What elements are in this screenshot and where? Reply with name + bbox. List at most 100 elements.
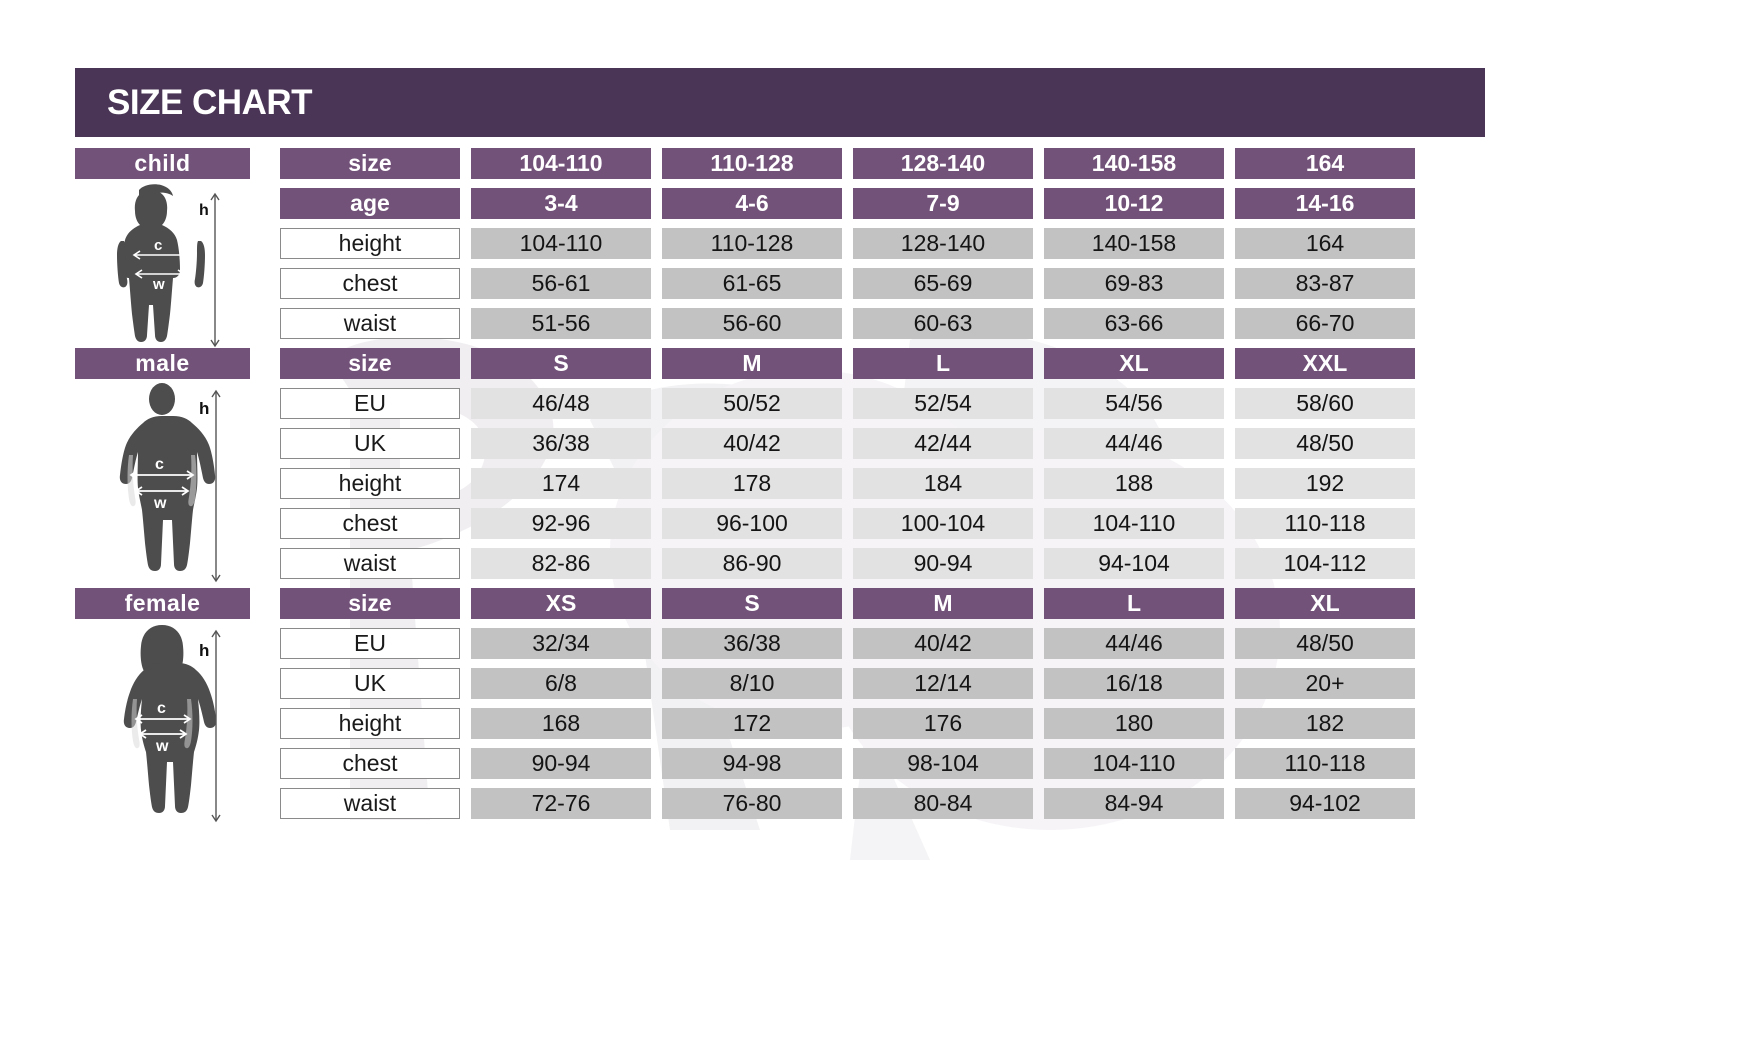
- size-header-cell: 10-12: [1044, 188, 1224, 219]
- data-cell: 180: [1044, 708, 1224, 739]
- data-cell: 8/10: [662, 668, 842, 699]
- size-header-cell: XL: [1044, 348, 1224, 379]
- data-cell: 128-140: [853, 228, 1033, 259]
- size-header-cell: XXL: [1235, 348, 1415, 379]
- data-cell: 54/56: [1044, 388, 1224, 419]
- size-header-cell: L: [853, 348, 1033, 379]
- data-cell: 168: [471, 708, 651, 739]
- row-label-uk: UK: [280, 428, 460, 459]
- row-label-height: height: [280, 468, 460, 499]
- data-cell: 83-87: [1235, 268, 1415, 299]
- data-cell: 46/48: [471, 388, 651, 419]
- group-column-female: female h c w: [75, 588, 250, 823]
- size-header-cell: XL: [1235, 588, 1415, 619]
- table-row: age 3-4 4-6 7-9 10-12 14-16: [280, 188, 1485, 219]
- data-cell: 96-100: [662, 508, 842, 539]
- data-cell: 140-158: [1044, 228, 1224, 259]
- row-label-age: age: [280, 188, 460, 219]
- data-cell: 50/52: [662, 388, 842, 419]
- measurement-table-female: size XS S M L XL EU 32/34 36/38 40/42 44/46 48/50 UK…: [280, 588, 1485, 819]
- data-cell: 52/54: [853, 388, 1033, 419]
- size-header-cell: 14-16: [1235, 188, 1415, 219]
- table-row: waist 51-56 56-60 60-63 63-66 66-70: [280, 308, 1485, 339]
- size-header-cell: M: [853, 588, 1033, 619]
- size-header-cell: L: [1044, 588, 1224, 619]
- row-label-size: size: [280, 348, 460, 379]
- data-cell: 92-96: [471, 508, 651, 539]
- svg-text:c: c: [154, 237, 162, 254]
- data-cell: 110-118: [1235, 508, 1415, 539]
- data-cell: 56-60: [662, 308, 842, 339]
- data-cell: 56-61: [471, 268, 651, 299]
- row-label-chest: chest: [280, 268, 460, 299]
- size-header-cell: 140-158: [1044, 148, 1224, 179]
- svg-text:h: h: [199, 202, 209, 219]
- row-label-height: height: [280, 228, 460, 259]
- table-row: height 168 172 176 180 182: [280, 708, 1485, 739]
- row-label-height: height: [280, 708, 460, 739]
- data-cell: 6/8: [471, 668, 651, 699]
- female-silhouette: h c w: [75, 619, 250, 823]
- data-cell: 44/46: [1044, 628, 1224, 659]
- table-row: EU 32/34 36/38 40/42 44/46 48/50: [280, 628, 1485, 659]
- size-header-cell: 3-4: [471, 188, 651, 219]
- group-column-male: male h c w: [75, 348, 250, 583]
- data-cell: 90-94: [853, 548, 1033, 579]
- male-silhouette: h c w: [75, 379, 250, 583]
- measurement-table-child: size 104-110 110-128 128-140 140-158 164 age 3-…: [280, 148, 1485, 339]
- data-cell: 20+: [1235, 668, 1415, 699]
- group-column-child: child h c w: [75, 148, 250, 348]
- data-cell: 94-98: [662, 748, 842, 779]
- svg-text:h: h: [199, 641, 209, 660]
- size-header-cell: 104-110: [471, 148, 651, 179]
- data-cell: 182: [1235, 708, 1415, 739]
- row-label-chest: chest: [280, 508, 460, 539]
- svg-text:c: c: [157, 700, 166, 717]
- data-cell: 174: [471, 468, 651, 499]
- page-title: SIZE CHART: [107, 82, 313, 122]
- data-cell: 80-84: [853, 788, 1033, 819]
- data-cell: 66-70: [1235, 308, 1415, 339]
- data-cell: 36/38: [471, 428, 651, 459]
- data-cell: 36/38: [662, 628, 842, 659]
- size-header-cell: 164: [1235, 148, 1415, 179]
- svg-text:c: c: [155, 456, 164, 473]
- table-row: height 174 178 184 188 192: [280, 468, 1485, 499]
- data-cell: 178: [662, 468, 842, 499]
- size-header-cell: 110-128: [662, 148, 842, 179]
- data-cell: 58/60: [1235, 388, 1415, 419]
- title-bar: SIZE CHART: [75, 68, 1485, 137]
- svg-text:w: w: [153, 495, 167, 512]
- row-label-eu: EU: [280, 628, 460, 659]
- data-cell: 44/46: [1044, 428, 1224, 459]
- svg-text:h: h: [199, 399, 209, 418]
- table-row: chest 56-61 61-65 65-69 69-83 83-87: [280, 268, 1485, 299]
- row-label-uk: UK: [280, 668, 460, 699]
- data-cell: 172: [662, 708, 842, 739]
- table-row: waist 82-86 86-90 90-94 94-104 104-112: [280, 548, 1485, 579]
- group-label-child: child: [75, 148, 250, 179]
- data-cell: 82-86: [471, 548, 651, 579]
- table-row: UK 6/8 8/10 12/14 16/18 20+: [280, 668, 1485, 699]
- size-header-cell: XS: [471, 588, 651, 619]
- table-row: UK 36/38 40/42 42/44 44/46 48/50: [280, 428, 1485, 459]
- data-cell: 104-110: [471, 228, 651, 259]
- table-row: waist 72-76 76-80 80-84 84-94 94-102: [280, 788, 1485, 819]
- data-cell: 100-104: [853, 508, 1033, 539]
- data-cell: 104-112: [1235, 548, 1415, 579]
- size-header-cell: S: [662, 588, 842, 619]
- section-child: child h c w size 104-110 110-128 128-140 140…: [75, 148, 1485, 348]
- data-cell: 51-56: [471, 308, 651, 339]
- data-cell: 48/50: [1235, 428, 1415, 459]
- data-cell: 184: [853, 468, 1033, 499]
- table-row: chest 90-94 94-98 98-104 104-110 110-118: [280, 748, 1485, 779]
- section-male: male h c w size S M L XL XXL EU 46/48 50/52 52/54…: [75, 348, 1485, 583]
- row-label-size: size: [280, 148, 460, 179]
- data-cell: 176: [853, 708, 1033, 739]
- table-row: size S M L XL XXL: [280, 348, 1485, 379]
- row-label-waist: waist: [280, 788, 460, 819]
- row-label-eu: EU: [280, 388, 460, 419]
- data-cell: 40/42: [853, 628, 1033, 659]
- data-cell: 84-94: [1044, 788, 1224, 819]
- data-cell: 65-69: [853, 268, 1033, 299]
